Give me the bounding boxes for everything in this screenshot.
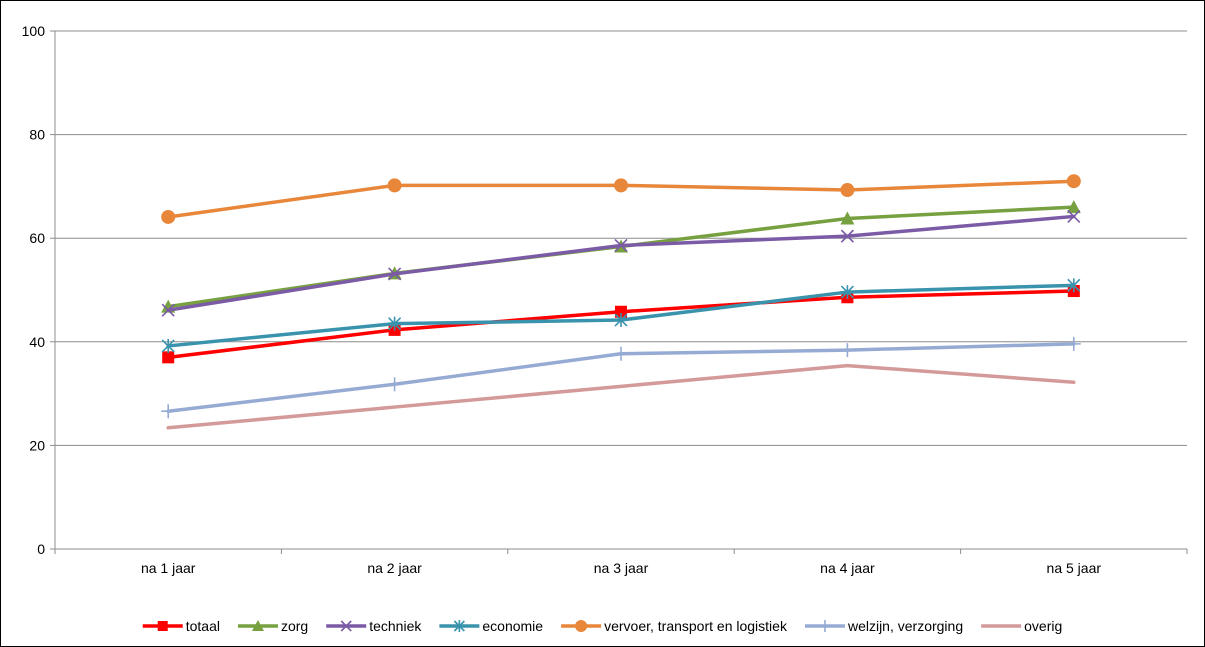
data-point-zorg [840, 211, 855, 225]
data-point-economie [614, 313, 628, 328]
data-point-techniek [614, 238, 628, 253]
data-point-economie [840, 285, 854, 300]
y-tick-label: 0 [37, 541, 45, 557]
legend-item-welzijn-verzorging: welzijn, verzorging [804, 618, 963, 634]
legend-item-techniek: techniek [326, 618, 422, 634]
data-point-economie [161, 338, 175, 353]
data-point-techniek [388, 267, 402, 281]
x-tick-label: na 1 jaar [141, 560, 196, 576]
data-point-economie [388, 316, 402, 331]
legend-item-overig: overig [981, 618, 1062, 634]
legend-label: zorg [281, 618, 308, 634]
series-welzijn-verzorging [161, 336, 1081, 419]
legend-item-totaal: totaal [142, 618, 220, 634]
y-tick-label: 20 [29, 437, 45, 453]
legend-marker-welzijn-verzorging [818, 620, 831, 632]
legend-marker-techniek [340, 620, 352, 632]
data-point-vervoer-transport-en-logistiek [161, 209, 176, 224]
x-tick-label: na 5 jaar [1047, 560, 1102, 576]
legend-label: totaal [186, 618, 220, 634]
data-point-welzijn-verzorging [1066, 336, 1081, 351]
series-overig [166, 363, 1076, 430]
axes [50, 30, 1188, 554]
data-point-totaal [162, 351, 175, 364]
legend-label: welzijn, verzorging [847, 618, 963, 634]
legend-item-vervoer-transport-en-logistiek: vervoer, transport en logistiek [561, 618, 788, 634]
legend-marker-vervoer-transport-en-logistiek [575, 620, 588, 632]
data-point-techniek [1067, 209, 1081, 224]
x-tick-label: na 3 jaar [594, 560, 649, 576]
legend-item-zorg: zorg [237, 618, 308, 634]
legend-label: techniek [369, 618, 422, 634]
y-axis-tick-labels: 0 20 40 60 80 100 [22, 23, 46, 557]
data-point-vervoer-transport-en-logistiek [1066, 174, 1081, 189]
data-point-welzijn-verzorging [614, 346, 628, 361]
x-tick-label: na 2 jaar [367, 560, 422, 576]
y-tick-label: 80 [29, 127, 45, 143]
legend: totaal zorg techniek economie vervoer, trans… [142, 618, 1062, 634]
legend-label: overig [1024, 618, 1062, 634]
x-tick-label: na 4 jaar [820, 560, 875, 576]
y-tick-label: 100 [22, 23, 46, 39]
series-line-overig [166, 363, 1076, 430]
data-point-techniek [840, 229, 854, 243]
data-point-economie [1067, 278, 1081, 293]
x-axis-tick-labels: na 1 jaar na 2 jaar na 3 jaar na 4 jaar na 5… [141, 560, 1101, 576]
series-vervoer-transport-en-logistiek [161, 174, 1081, 224]
data-point-totaal [615, 305, 627, 318]
data-point-zorg [1066, 200, 1081, 214]
data-point-techniek [161, 303, 175, 317]
data-point-welzijn-verzorging [840, 343, 855, 358]
data-point-vervoer-transport-en-logistiek [840, 183, 855, 198]
data-point-welzijn-verzorging [387, 377, 402, 392]
y-tick-label: 40 [29, 334, 45, 350]
data-point-vervoer-transport-en-logistiek [614, 178, 628, 193]
legend-item-economie: economie [439, 618, 543, 634]
gridlines [55, 30, 1187, 446]
legend-label: vervoer, transport en logistiek [604, 618, 788, 634]
legend-label: economie [482, 618, 543, 634]
legend-marker-zorg [251, 620, 264, 631]
series-economie [161, 278, 1081, 353]
legend-marker-economie [453, 620, 465, 632]
series-layer [161, 174, 1081, 430]
y-tick-label: 60 [29, 230, 45, 246]
series-techniek [161, 209, 1081, 317]
data-point-welzijn-verzorging [161, 404, 176, 419]
data-point-vervoer-transport-en-logistiek [387, 178, 402, 193]
legend-marker-totaal [157, 621, 168, 631]
